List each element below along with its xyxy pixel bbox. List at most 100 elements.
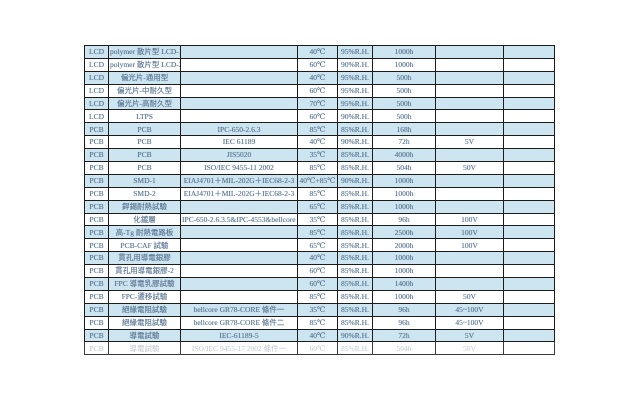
cell-humidity: 85%R.H. bbox=[337, 122, 373, 137]
cell-standard bbox=[180, 45, 298, 59]
cell-humidity: 95%R.H. bbox=[337, 45, 373, 59]
cell-duration: 500h bbox=[372, 109, 436, 124]
cell-voltage: 50V bbox=[435, 289, 504, 304]
cell-category: PCB bbox=[84, 212, 109, 227]
cell-item: 高-Tg 耐熱電路板 bbox=[108, 225, 181, 240]
cell-item: 偏光片-通用型 bbox=[108, 70, 181, 85]
cell-humidity: 95%R.H. bbox=[337, 83, 373, 98]
cell-note bbox=[503, 199, 555, 214]
cell-humidity: 85%R.H. bbox=[337, 277, 373, 291]
cell-note bbox=[503, 238, 555, 253]
cell-voltage bbox=[435, 96, 504, 111]
cell-standard bbox=[180, 225, 298, 240]
cell-category: PCB bbox=[84, 328, 109, 343]
cell-standard: IEC 61189 bbox=[180, 135, 298, 150]
cell-standard: IPC-650-2.6.3 bbox=[180, 122, 298, 137]
cell-duration: 1000h bbox=[372, 45, 436, 59]
table-row: PCB FPC-遷移試驗 85℃ 85%R.H. 1000h 50V bbox=[84, 289, 555, 304]
cell-note bbox=[503, 148, 555, 163]
cell-standard bbox=[180, 109, 298, 124]
cell-humidity: 85%R.H. bbox=[337, 251, 373, 266]
cell-duration: 72h bbox=[372, 135, 436, 150]
cell-standard bbox=[180, 277, 298, 291]
cell-note bbox=[503, 186, 555, 201]
cell-temperature: 85℃ bbox=[297, 315, 338, 330]
cell-category: PCB bbox=[84, 122, 109, 137]
table-row: PCB 絕緣電阻試驗 bellcore GR78-CORE 條件一 35℃ 85%R.H… bbox=[84, 302, 555, 317]
table-row: PCB PCB ISO/IEC 9455-11 2002 85℃ 85%R.H. 504h… bbox=[84, 161, 555, 175]
cell-standard bbox=[180, 289, 298, 304]
cell-note bbox=[503, 161, 555, 175]
cell-category: LCD bbox=[84, 45, 109, 59]
cell-note bbox=[503, 341, 555, 356]
cell-note bbox=[503, 264, 555, 279]
cell-note bbox=[503, 173, 555, 188]
cell-note bbox=[503, 70, 555, 85]
cell-humidity: 85%R.H. bbox=[337, 225, 373, 240]
cell-category: PCB bbox=[84, 173, 109, 188]
cell-note bbox=[503, 96, 555, 111]
cell-category: PCB bbox=[84, 289, 109, 304]
cell-duration: 1000h bbox=[372, 57, 436, 72]
cell-humidity: 85%R.H. bbox=[337, 264, 373, 279]
cell-category: PCB bbox=[84, 161, 109, 175]
cell-duration: 2500h bbox=[372, 225, 436, 240]
cell-humidity: 85%R.H. bbox=[337, 238, 373, 253]
cell-temperature: 60℃ bbox=[297, 109, 338, 124]
cell-standard: EIAJ4701＋MIL-202G＋IEC68-2-3 bbox=[180, 173, 298, 188]
table-row: LCD 偏光片-中耐久型 60℃ 95%R.H. 500h bbox=[84, 83, 555, 98]
cell-temperature: 60℃ bbox=[297, 341, 338, 356]
table-row: PCB 絕緣電阻試驗 bellcore GR78-CORE 條件二 85℃ 85%R.H… bbox=[84, 315, 555, 330]
cell-standard bbox=[180, 199, 298, 214]
cell-voltage bbox=[435, 148, 504, 163]
cell-duration: 1000h bbox=[372, 199, 436, 214]
cell-humidity: 85%R.H. bbox=[337, 289, 373, 304]
cell-item: SMD-2 bbox=[108, 186, 181, 201]
table-row: PCB PCB-CAF 試驗 65℃ 85%R.H. 2000h 100V bbox=[84, 238, 555, 253]
table-row: PCB SMD-1 EIAJ4701＋MIL-202G＋IEC68-2-3 40℃+8… bbox=[84, 173, 555, 188]
cell-item: PCB bbox=[108, 135, 181, 150]
cell-voltage bbox=[435, 122, 504, 137]
cell-item: 導電試驗 bbox=[108, 328, 181, 343]
cell-humidity: 85%R.H. bbox=[337, 186, 373, 201]
cell-category: PCB bbox=[84, 251, 109, 266]
cell-voltage bbox=[435, 83, 504, 98]
cell-duration: 1000h bbox=[372, 186, 436, 201]
cell-duration: 500h bbox=[372, 83, 436, 98]
table-row: PCB 導電試驗 ISO/IEC 9455-17 2002 條件一 60℃ 85%R.H… bbox=[84, 341, 555, 356]
cell-duration: 96h bbox=[372, 302, 436, 317]
cell-temperature: 85℃ bbox=[297, 186, 338, 201]
table-row: PCB 導電試驗 IEC-61189-5 40℃ 90%R.H. 72h 5V bbox=[84, 328, 555, 343]
cell-category: PCB bbox=[84, 225, 109, 240]
spec-table-body: LCD polymer 散片型 LCD-1 40℃ 95%R.H. 1000h LCD po… bbox=[84, 45, 555, 356]
cell-note bbox=[503, 302, 555, 317]
cell-voltage bbox=[435, 199, 504, 214]
cell-voltage: 100V bbox=[435, 212, 504, 227]
table-row: PCB 貫孔用導電銀膠-2 60℃ 85%R.H. 1000h bbox=[84, 264, 555, 279]
cell-voltage bbox=[435, 173, 504, 188]
cell-voltage bbox=[435, 264, 504, 279]
cell-voltage bbox=[435, 109, 504, 124]
cell-voltage: 100V bbox=[435, 238, 504, 253]
cell-temperature: 85℃ bbox=[297, 289, 338, 304]
cell-note bbox=[503, 277, 555, 291]
table-row: LCD polymer 散片型 LCD-1 40℃ 95%R.H. 1000h bbox=[84, 45, 555, 59]
cell-temperature: 65℃ bbox=[297, 199, 338, 214]
table-row: PCB PCB IEC 61189 40℃ 90%R.H. 72h 5V bbox=[84, 135, 555, 150]
cell-temperature: 60℃ bbox=[297, 83, 338, 98]
cell-temperature: 60℃ bbox=[297, 277, 338, 291]
cell-temperature: 40℃ bbox=[297, 45, 338, 59]
cell-item: polymer 散片型 LCD-1 bbox=[108, 45, 181, 59]
cell-voltage bbox=[435, 277, 504, 291]
cell-item: FPC 導電乳膠試驗 bbox=[108, 277, 181, 291]
cell-humidity: 90%R.H. bbox=[337, 135, 373, 150]
cell-item: LTPS bbox=[108, 109, 181, 124]
cell-standard bbox=[180, 238, 298, 253]
cell-temperature: 40℃ bbox=[297, 251, 338, 266]
cell-note bbox=[503, 57, 555, 72]
cell-standard bbox=[180, 83, 298, 98]
cell-duration: 2000h bbox=[372, 238, 436, 253]
cell-category: PCB bbox=[84, 135, 109, 150]
cell-standard: bellcore GR78-CORE 條件二 bbox=[180, 315, 298, 330]
cell-category: LCD bbox=[84, 96, 109, 111]
